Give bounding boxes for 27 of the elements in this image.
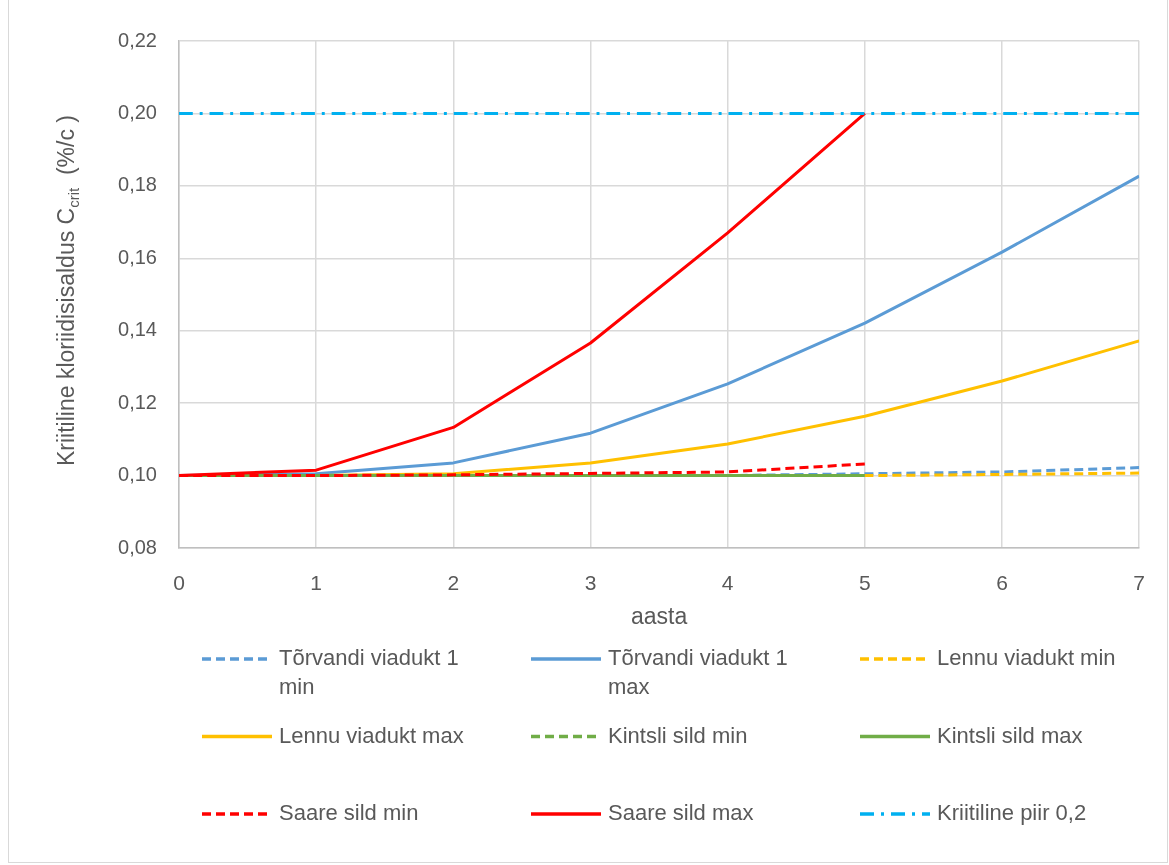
y-tick-label: 0,18 — [118, 173, 157, 196]
legend-label: Tõrvandi viadukt 1 max — [608, 645, 788, 700]
y-tick-label: 0,10 — [118, 463, 157, 486]
x-tick-label: 3 — [584, 571, 597, 595]
legend-label: Saare sild min — [279, 800, 419, 826]
x-tick-label: 6 — [996, 571, 1008, 595]
x-tick-label: 2 — [447, 571, 460, 595]
legend-label: Kriitiline piir 0,2 — [937, 800, 1087, 826]
x-tick-label: 0 — [173, 571, 185, 595]
y-tick-label: 0,20 — [118, 100, 157, 123]
legend-label: Kintsli sild min — [608, 722, 748, 748]
legend-label: Tõrvandi viadukt 1 min — [279, 645, 459, 700]
y-tick-label: 0,14 — [118, 318, 157, 341]
x-tick-label: 7 — [1133, 571, 1145, 595]
y-tick-label: 0,16 — [118, 245, 157, 268]
y-tick-label: 0,08 — [118, 535, 157, 558]
y-axis-title: Kriitiline kloriidisisaldus Ccrit (%/c ) — [53, 114, 83, 467]
x-tick-label: 4 — [721, 571, 734, 595]
y-tick-label: 0,22 — [118, 28, 157, 51]
x-tick-label: 1 — [310, 571, 323, 595]
legend-label: Saare sild max — [608, 800, 754, 826]
x-tick-label: 5 — [858, 571, 871, 595]
y-tick-label: 0,12 — [118, 390, 157, 413]
x-axis-title: aasta — [630, 603, 688, 630]
legend-label: Lennu viadukt min — [937, 645, 1116, 671]
legend-label: Kintsli sild max — [937, 722, 1083, 748]
legend-label: Lennu viadukt max — [279, 722, 464, 748]
